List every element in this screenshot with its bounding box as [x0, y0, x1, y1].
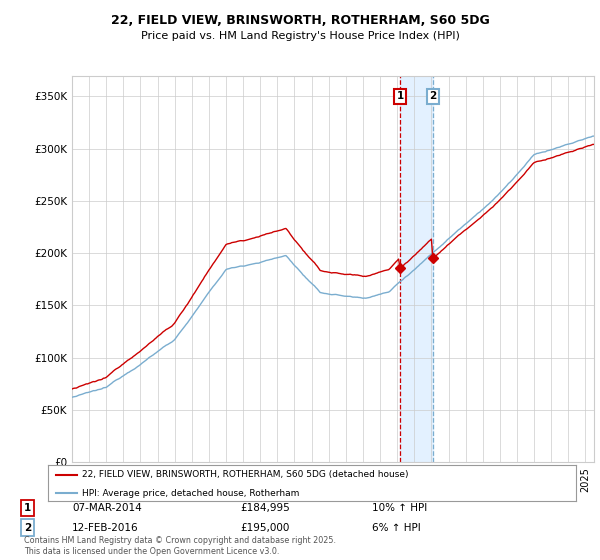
- Text: 22, FIELD VIEW, BRINSWORTH, ROTHERHAM, S60 5DG (detached house): 22, FIELD VIEW, BRINSWORTH, ROTHERHAM, S…: [82, 470, 409, 479]
- Text: 1: 1: [24, 503, 31, 513]
- Text: 22, FIELD VIEW, BRINSWORTH, ROTHERHAM, S60 5DG: 22, FIELD VIEW, BRINSWORTH, ROTHERHAM, S…: [110, 14, 490, 27]
- Text: Contains HM Land Registry data © Crown copyright and database right 2025.
This d: Contains HM Land Registry data © Crown c…: [24, 536, 336, 556]
- Text: HPI: Average price, detached house, Rotherham: HPI: Average price, detached house, Roth…: [82, 489, 299, 498]
- Text: £195,000: £195,000: [240, 522, 289, 533]
- Text: £184,995: £184,995: [240, 503, 290, 513]
- Text: Price paid vs. HM Land Registry's House Price Index (HPI): Price paid vs. HM Land Registry's House …: [140, 31, 460, 41]
- Text: 10% ↑ HPI: 10% ↑ HPI: [372, 503, 427, 513]
- Text: 2: 2: [24, 522, 31, 533]
- Text: 1: 1: [397, 91, 404, 101]
- Text: 2: 2: [429, 91, 436, 101]
- Text: 6% ↑ HPI: 6% ↑ HPI: [372, 522, 421, 533]
- Bar: [400, 76, 433, 462]
- Text: 07-MAR-2014: 07-MAR-2014: [72, 503, 142, 513]
- Text: 12-FEB-2016: 12-FEB-2016: [72, 522, 139, 533]
